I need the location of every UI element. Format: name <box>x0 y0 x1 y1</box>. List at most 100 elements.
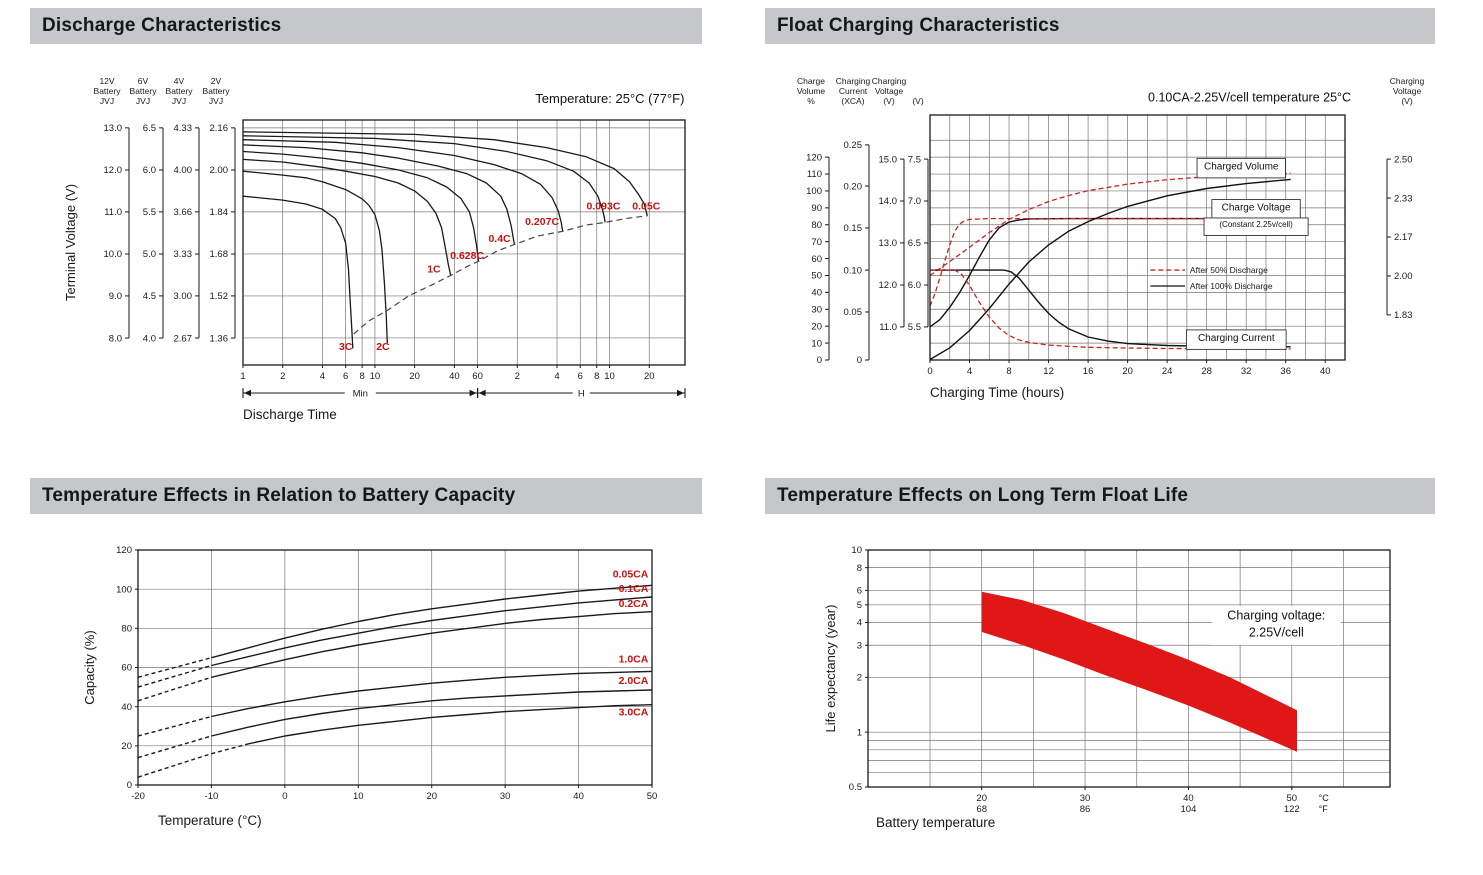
svg-text:10.0: 10.0 <box>104 249 123 260</box>
svg-text:40: 40 <box>811 288 822 299</box>
svg-text:20: 20 <box>976 793 987 804</box>
svg-text:Charging Time (hours): Charging Time (hours) <box>930 385 1064 400</box>
svg-text:6.5: 6.5 <box>143 123 156 134</box>
panel-title-discharge: Discharge Characteristics <box>30 8 702 44</box>
svg-text:0: 0 <box>857 355 862 366</box>
svg-text:JVJ: JVJ <box>100 96 114 106</box>
svg-text:2.33: 2.33 <box>1394 193 1413 204</box>
svg-text:60: 60 <box>121 663 132 674</box>
svg-text:Volume: Volume <box>797 86 826 96</box>
svg-text:8: 8 <box>857 563 862 574</box>
svg-text:0: 0 <box>817 355 822 366</box>
svg-text:0: 0 <box>127 780 132 791</box>
svg-text:Charging: Charging <box>872 76 907 86</box>
svg-text:0.05CA: 0.05CA <box>613 568 649 580</box>
svg-text:40: 40 <box>121 702 132 713</box>
svg-text:0.207C: 0.207C <box>525 216 559 228</box>
svg-text:4.00: 4.00 <box>174 165 193 176</box>
svg-text:Battery: Battery <box>130 86 158 96</box>
svg-text:Discharge Time: Discharge Time <box>243 407 337 422</box>
svg-text:5.5: 5.5 <box>143 207 156 218</box>
svg-text:20: 20 <box>121 741 132 752</box>
svg-text:-10: -10 <box>205 791 219 802</box>
svg-text:(V): (V) <box>1401 96 1413 106</box>
svg-text:3.0CA: 3.0CA <box>619 706 649 718</box>
panel-title-float-life: Temperature Effects on Long Term Float L… <box>765 478 1435 514</box>
panel-title-temperature-capacity: Temperature Effects in Relation to Batte… <box>30 478 702 514</box>
svg-text:2C: 2C <box>376 341 390 353</box>
svg-text:100: 100 <box>806 186 822 197</box>
svg-text:11.0: 11.0 <box>104 207 122 218</box>
svg-text:5.0: 5.0 <box>143 249 156 260</box>
svg-text:JVJ: JVJ <box>172 96 186 106</box>
svg-text:6: 6 <box>343 371 348 382</box>
svg-text:7.0: 7.0 <box>908 196 921 207</box>
svg-text:(V): (V) <box>883 96 895 106</box>
svg-text:2: 2 <box>515 371 520 382</box>
chart-float-life: 20 68 30 86 40 104 50 122 °C °F 10 8 6 5 4 3 2 1 0.5 Batter… <box>765 514 1435 854</box>
svg-text:2.00: 2.00 <box>1394 271 1413 282</box>
svg-text:Charging: Charging <box>836 76 871 86</box>
svg-text:0.2CA: 0.2CA <box>619 598 649 610</box>
svg-text:(V): (V) <box>912 96 924 106</box>
svg-text:10: 10 <box>851 545 862 556</box>
svg-text:0: 0 <box>282 791 287 802</box>
svg-text:4.33: 4.33 <box>174 123 193 134</box>
svg-text:60: 60 <box>811 254 822 265</box>
svg-text:Charge: Charge <box>797 76 825 86</box>
svg-text:0.10CA-2.25V/cell temperature: 0.10CA-2.25V/cell temperature 25°C <box>1148 91 1351 105</box>
svg-text:4: 4 <box>857 618 862 629</box>
svg-text:0.20: 0.20 <box>844 181 863 192</box>
svg-text:Charging: Charging <box>1390 76 1425 86</box>
svg-text:Charge Voltage: Charge Voltage <box>1222 203 1291 214</box>
svg-text:3C: 3C <box>339 341 353 353</box>
panel-title-float-charging: Float Charging Characteristics <box>765 8 1435 44</box>
svg-text:Battery: Battery <box>203 86 231 96</box>
svg-text:100: 100 <box>116 584 132 595</box>
svg-text:°C: °C <box>1319 793 1330 803</box>
svg-text:20: 20 <box>811 321 822 332</box>
svg-text:2.16: 2.16 <box>210 123 229 134</box>
svg-text:1.52: 1.52 <box>210 291 229 302</box>
svg-text:1.84: 1.84 <box>210 207 229 218</box>
chart-discharge-characteristics: 12V Battery JVJ 13.0 12.0 11.0 10.0 9.0 8.0 6V Bat… <box>30 44 702 452</box>
svg-text:10: 10 <box>604 371 615 382</box>
svg-text:40: 40 <box>449 371 460 382</box>
svg-text:1: 1 <box>857 727 862 738</box>
svg-text:4.5: 4.5 <box>143 291 156 302</box>
svg-text:12.0: 12.0 <box>104 165 123 176</box>
svg-text:Temperature (°C): Temperature (°C) <box>158 813 262 828</box>
svg-text:2.00: 2.00 <box>210 165 229 176</box>
svg-text:Charged Volume: Charged Volume <box>1204 161 1279 172</box>
svg-text:4: 4 <box>967 366 972 377</box>
svg-text:6V: 6V <box>138 76 149 86</box>
svg-text:32: 32 <box>1241 366 1252 377</box>
svg-text:12V: 12V <box>99 76 114 86</box>
svg-text:Terminal Voltage (V): Terminal Voltage (V) <box>63 184 78 301</box>
svg-text:10: 10 <box>370 371 381 382</box>
svg-text:6: 6 <box>578 371 583 382</box>
svg-text:30: 30 <box>811 304 822 315</box>
svg-text:4: 4 <box>320 371 325 382</box>
svg-text:8.0: 8.0 <box>109 333 122 344</box>
svg-text:104: 104 <box>1181 804 1197 815</box>
svg-text:4: 4 <box>554 371 559 382</box>
svg-text:120: 120 <box>806 152 822 163</box>
svg-text:86: 86 <box>1080 804 1091 815</box>
svg-text:5.5: 5.5 <box>908 322 921 333</box>
svg-text:-20: -20 <box>131 791 145 802</box>
svg-text:20: 20 <box>426 791 437 802</box>
svg-text:6.0: 6.0 <box>908 280 921 291</box>
svg-text:36: 36 <box>1280 366 1291 377</box>
svg-text:After 50% Discharge: After 50% Discharge <box>1190 265 1268 275</box>
svg-text:50: 50 <box>647 791 658 802</box>
svg-text:H: H <box>578 388 585 399</box>
svg-text:1.83: 1.83 <box>1394 310 1413 321</box>
svg-text:3.00: 3.00 <box>174 291 193 302</box>
svg-text:80: 80 <box>811 220 822 231</box>
panel-float-life: Temperature Effects on Long Term Float L… <box>765 478 1435 854</box>
svg-text:2: 2 <box>857 673 862 684</box>
svg-text:JVJ: JVJ <box>209 96 223 106</box>
svg-text:Battery: Battery <box>94 86 122 96</box>
